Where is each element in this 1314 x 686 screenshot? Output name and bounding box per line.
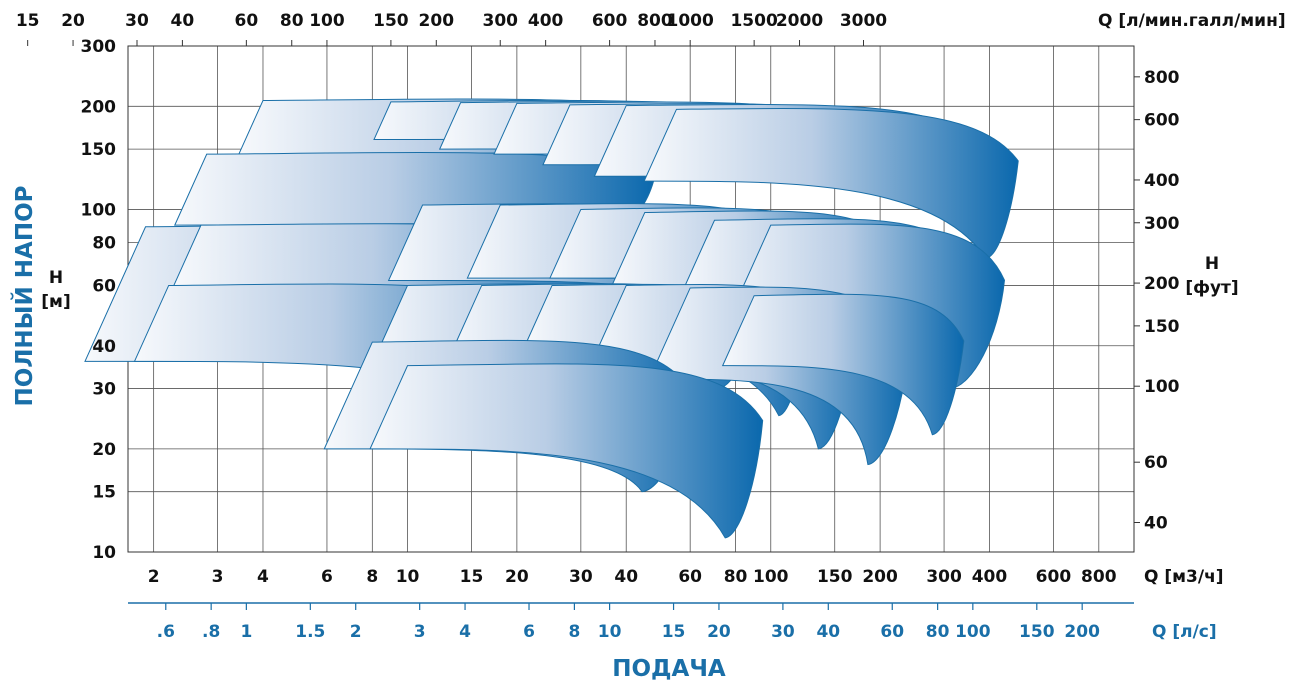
- tick-label-q-lpm: 2000: [776, 11, 823, 31]
- tick-label-q-ls: 4: [459, 622, 471, 642]
- tick-label-q-lpm: 100: [309, 11, 345, 31]
- tick-label-h-m: 60: [92, 276, 116, 296]
- tick-label-h-m: 20: [92, 440, 116, 460]
- tick-label-q-ls: 1: [240, 622, 252, 642]
- tick-label-q-lpm: 600: [592, 11, 628, 31]
- tick-label-q-ls: 100: [955, 622, 991, 642]
- tick-label-q-ls: 80: [926, 622, 950, 642]
- performance-region: [369, 363, 764, 539]
- tick-label-q-m3h: 6: [321, 567, 333, 587]
- performance-regions: [84, 98, 1019, 539]
- tick-label-q-ls: 20: [707, 622, 731, 642]
- tick-label-q-ls: 1.5: [295, 622, 325, 642]
- tick-label-q-lpm: 3000: [840, 11, 887, 31]
- tick-label-q-lpm: 400: [528, 11, 564, 31]
- tick-label-q-m3h: 80: [724, 567, 748, 587]
- tick-label-q-ls: .6: [157, 622, 175, 642]
- tick-label-h-m: 300: [81, 37, 117, 57]
- tick-label-q-m3h: 15: [460, 567, 484, 587]
- tick-label-h-m: 100: [81, 200, 117, 220]
- tick-label-q-m3h: 10: [396, 567, 420, 587]
- axis-labels: 2 3 4 6 8 10 15 20 30 40 60 80 100 150 200 300 400 600 800…: [10, 11, 1286, 682]
- tick-label-q-lpm: 20: [61, 11, 85, 31]
- tick-label-h-ft: 60: [1144, 453, 1168, 473]
- tick-label-q-ls: 150: [1019, 622, 1055, 642]
- tick-label-h-m: 15: [92, 483, 116, 503]
- tick-label-q-ls: 60: [880, 622, 904, 642]
- tick-label-h-m: 80: [92, 234, 116, 254]
- axis-unit-h-ft: H: [1205, 254, 1219, 274]
- tick-label-h-m: 200: [81, 97, 117, 117]
- axis-unit-h-m-bracket: [м]: [41, 292, 70, 312]
- tick-label-q-m3h: 400: [972, 567, 1008, 587]
- tick-label-q-lpm: 150: [373, 11, 409, 31]
- tick-label-q-m3h: 8: [366, 567, 378, 587]
- tick-label-h-ft: 150: [1144, 317, 1180, 337]
- tick-label-q-lpm: 1000: [667, 11, 714, 31]
- tick-label-q-lpm: 60: [235, 11, 259, 31]
- axis-unit-q-lpm: Q [л/мин.галл/мин]: [1098, 11, 1286, 31]
- tick-label-q-lpm: 300: [482, 11, 518, 31]
- tick-label-q-lpm: 1500: [730, 11, 777, 31]
- tick-label-q-m3h: 60: [678, 567, 702, 587]
- y-axis-title: ПОЛНЫЙ НАПОР: [10, 186, 38, 407]
- tick-label-q-m3h: 200: [862, 567, 898, 587]
- tick-label-q-ls: 15: [662, 622, 686, 642]
- tick-label-q-lpm: 80: [280, 11, 304, 31]
- tick-label-q-ls: 10: [598, 622, 622, 642]
- tick-label-q-ls: .8: [202, 622, 220, 642]
- tick-label-q-m3h: 600: [1036, 567, 1072, 587]
- tick-label-h-ft: 600: [1144, 111, 1180, 131]
- axes: [27, 40, 1140, 610]
- tick-label-q-m3h: 2: [148, 567, 160, 587]
- tick-label-q-m3h: 100: [753, 567, 789, 587]
- tick-label-h-ft: 300: [1144, 214, 1180, 234]
- tick-label-h-ft: 800: [1144, 68, 1180, 88]
- tick-label-q-m3h: 150: [817, 567, 853, 587]
- tick-label-q-m3h: 800: [1081, 567, 1117, 587]
- tick-label-q-lpm: 800: [637, 11, 673, 31]
- axis-unit-q-ls: Q [л/с]: [1152, 622, 1217, 642]
- tick-label-h-m: 30: [92, 380, 116, 400]
- tick-label-h-m: 40: [92, 337, 116, 357]
- tick-label-q-m3h: 300: [926, 567, 962, 587]
- tick-label-q-ls: 8: [568, 622, 580, 642]
- performance-region: [721, 293, 965, 436]
- x-axis-title: ПОДАЧА: [612, 656, 726, 682]
- tick-label-q-m3h: 4: [257, 567, 269, 587]
- tick-label-q-m3h: 40: [614, 567, 638, 587]
- tick-label-h-ft: 400: [1144, 171, 1180, 191]
- tick-label-q-ls: 200: [1064, 622, 1100, 642]
- tick-label-q-lpm: 30: [125, 11, 149, 31]
- tick-label-q-lpm: 15: [16, 11, 40, 31]
- axis-unit-q-m3h: Q [м3/ч]: [1144, 567, 1224, 587]
- tick-label-q-m3h: 3: [212, 567, 224, 587]
- tick-label-q-ls: 2: [350, 622, 362, 642]
- tick-label-h-m: 10: [92, 543, 116, 563]
- tick-label-q-m3h: 30: [569, 567, 593, 587]
- tick-label-q-ls: 3: [414, 622, 426, 642]
- tick-label-h-m: 150: [81, 140, 117, 160]
- axis-unit-h-m: H: [49, 268, 63, 288]
- tick-label-q-lpm: 40: [171, 11, 195, 31]
- tick-label-q-lpm: 200: [419, 11, 455, 31]
- tick-label-q-m3h: 20: [505, 567, 529, 587]
- tick-label-q-ls: 40: [816, 622, 840, 642]
- tick-label-q-ls: 6: [523, 622, 535, 642]
- tick-label-h-ft: 40: [1144, 514, 1168, 534]
- tick-label-h-ft: 100: [1144, 377, 1180, 397]
- tick-label-h-ft: 200: [1144, 274, 1180, 294]
- axis-unit-h-ft-bracket: [фут]: [1185, 278, 1238, 298]
- performance-region: [643, 108, 1019, 259]
- tick-label-q-ls: 30: [771, 622, 795, 642]
